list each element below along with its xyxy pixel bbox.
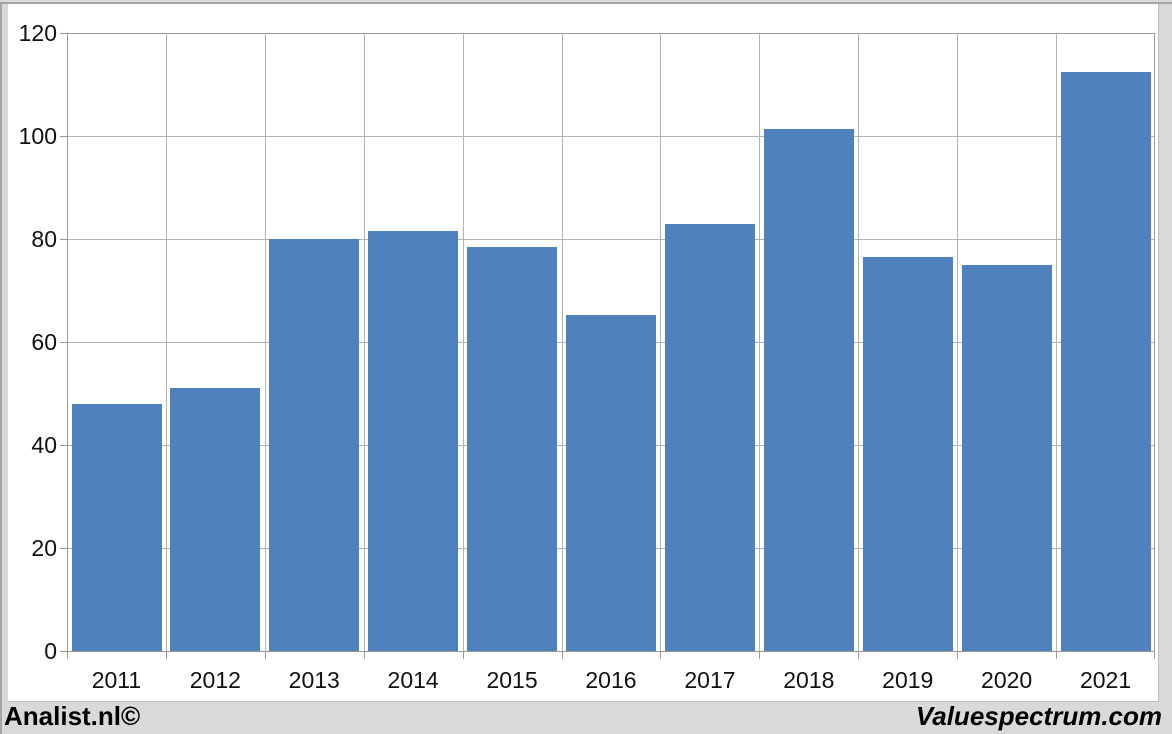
gridline-y-100	[67, 136, 1155, 137]
x-axis-label-2012: 2012	[189, 667, 241, 693]
x-axis-tick-5	[562, 651, 563, 659]
gridline-x-0	[67, 33, 68, 651]
x-axis-tick-4	[463, 651, 464, 659]
y-axis-label-100: 100	[18, 123, 57, 149]
bar-chart-plot: 0 20 40 60 80 100 120 2011 2012 2013 2014 2015 2016 2…	[19, 20, 1155, 693]
bar-2011	[71, 403, 162, 651]
x-axis-label-2017: 2017	[684, 667, 736, 693]
x-axis-label-2019: 2019	[882, 667, 934, 693]
x-axis-label-2014: 2014	[387, 667, 439, 693]
gridline-x-4	[463, 33, 464, 651]
footer-brand-analist: Analist.nl©	[4, 701, 141, 731]
y-axis-label-120: 120	[18, 20, 57, 46]
y-axis-label-80: 80	[31, 226, 57, 252]
x-axis-tick-8	[858, 651, 859, 659]
gridline-x-2	[265, 33, 266, 651]
bar-2019	[862, 257, 953, 651]
gridline-x-8	[858, 33, 859, 651]
x-axis-label-2016: 2016	[585, 667, 637, 693]
bar-2020	[961, 264, 1052, 652]
bar-2021	[1060, 71, 1151, 651]
y-axis-tick-120	[60, 33, 67, 34]
bar-2018	[763, 129, 854, 651]
gridline-x-9	[957, 33, 958, 651]
x-axis-label-2015: 2015	[486, 667, 538, 693]
x-axis-tick-7	[759, 651, 760, 659]
x-axis-tick-11	[1154, 651, 1155, 659]
gridline-x-6	[660, 33, 661, 651]
bar-2015	[467, 246, 558, 651]
y-axis-label-60: 60	[31, 329, 57, 355]
bar-2014	[368, 231, 459, 651]
x-axis-label-2018: 2018	[783, 667, 835, 693]
x-axis-label-2011: 2011	[91, 667, 142, 693]
y-axis-tick-0	[60, 651, 67, 652]
x-axis-tick-1	[166, 651, 167, 659]
y-axis-tick-100	[60, 136, 67, 137]
gridline-x-11	[1154, 33, 1155, 651]
y-axis-label-0: 0	[44, 638, 57, 664]
bar-2016	[566, 314, 656, 651]
footer-brand-valuespectrum: Valuespectrum.com	[915, 701, 1162, 731]
x-axis-tick-6	[660, 651, 661, 659]
x-axis-label-2021: 2021	[1079, 667, 1132, 693]
gridline-y-120	[67, 33, 1155, 34]
y-axis-label-20: 20	[31, 535, 57, 561]
x-axis-tick-0	[67, 651, 68, 659]
gridline-x-5	[562, 33, 563, 651]
bar-2013	[269, 239, 360, 651]
y-axis-tick-40	[60, 445, 67, 446]
x-axis-tick-3	[364, 651, 365, 659]
gridline-x-7	[759, 33, 760, 651]
gridline-x-3	[364, 33, 365, 651]
bar-2012	[170, 388, 261, 651]
window-frame-top	[0, 2, 1172, 4]
x-axis-label-2013: 2013	[288, 667, 340, 693]
y-axis-tick-20	[60, 548, 67, 549]
x-axis-tick-9	[957, 651, 958, 659]
y-axis-tick-80	[60, 239, 67, 240]
gridline-y-0	[67, 651, 1155, 652]
gridline-y-80	[67, 239, 1155, 240]
x-axis-label-2020: 2020	[981, 667, 1033, 693]
y-axis-label-40: 40	[31, 432, 57, 458]
gridline-x-10	[1056, 33, 1057, 651]
y-axis-tick-60	[60, 342, 67, 343]
x-axis-tick-2	[265, 651, 266, 659]
x-axis-tick-10	[1056, 651, 1057, 659]
gridline-x-1	[166, 33, 167, 651]
bar-2017	[664, 223, 755, 651]
window-frame-left	[0, 2, 2, 734]
